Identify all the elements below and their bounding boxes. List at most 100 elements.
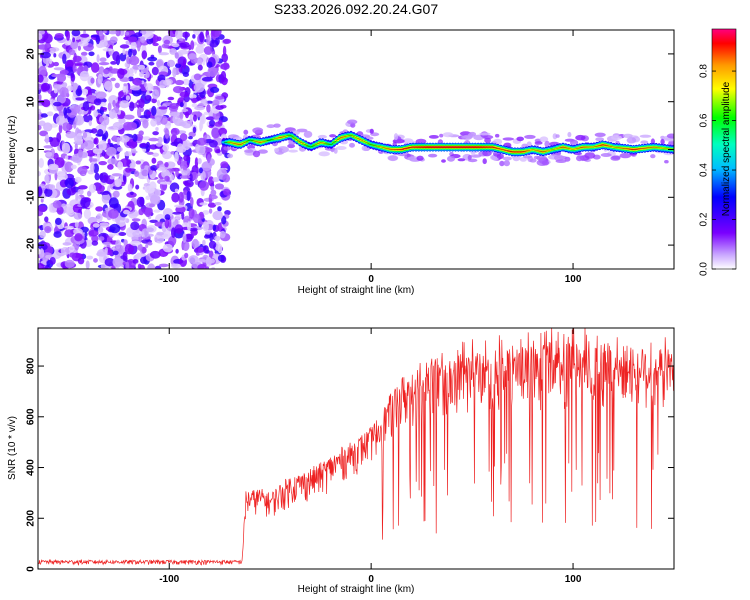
snr-xtick-label: -100 <box>159 574 179 585</box>
noise-speckle <box>174 151 179 163</box>
noise-speckle <box>222 174 231 183</box>
noise-speckle <box>73 120 77 129</box>
colorbar-ticks: 0.0 0.2 0.4 0.6 0.8 <box>699 64 736 276</box>
noise-speckle <box>146 30 155 33</box>
noise-speckle <box>136 252 142 260</box>
noise-speckle <box>108 95 118 105</box>
noise-speckle <box>112 51 120 62</box>
ridge-halo-speckle <box>619 152 632 159</box>
spectrogram-xlabel: Height of straight line (km) <box>298 285 415 296</box>
snr-series-line <box>38 328 674 566</box>
ridge-halo-speckle <box>622 133 633 138</box>
noise-speckle <box>179 133 188 142</box>
noise-speckle <box>189 173 193 181</box>
ridge-halo-speckle <box>335 146 347 150</box>
colorbar-tick-label: 0.0 <box>699 262 710 276</box>
noise-speckle <box>151 105 157 116</box>
noise-speckle <box>139 71 144 78</box>
ridge-halo-speckle <box>495 133 500 138</box>
noise-speckle <box>75 191 79 201</box>
noise-speckle <box>182 72 189 77</box>
noise-speckle <box>192 34 196 39</box>
snr-xtick-label: 0 <box>368 574 374 585</box>
noise-speckle <box>88 229 99 237</box>
noise-speckle <box>38 124 42 131</box>
noise-speckle <box>114 178 122 188</box>
noise-speckle <box>175 205 186 214</box>
noise-speckle <box>175 30 183 40</box>
noise-speckle <box>209 258 216 264</box>
ridge-cell <box>334 139 340 142</box>
noise-speckle <box>114 82 120 89</box>
noise-speckle <box>97 73 103 85</box>
noise-speckle <box>194 179 199 186</box>
noise-speckle <box>107 102 112 112</box>
ridge-cell <box>351 135 357 138</box>
noise-speckle <box>179 91 189 98</box>
noise-speckle <box>191 97 198 104</box>
noise-speckle <box>181 31 190 38</box>
ridge-halo-speckle <box>287 143 295 149</box>
noise-speckle <box>88 120 93 126</box>
noise-speckle <box>90 162 95 173</box>
noise-speckle <box>122 85 127 93</box>
colorbar-tick-label: 0.4 <box>699 163 710 177</box>
noise-speckle <box>99 222 110 228</box>
noise-speckle <box>103 115 110 126</box>
noise-speckle <box>202 221 209 232</box>
noise-speckle <box>217 243 223 254</box>
noise-speckle <box>185 111 189 119</box>
ridge-halo-speckle <box>252 127 264 134</box>
noise-speckle <box>125 167 132 173</box>
noise-speckle <box>111 173 122 177</box>
noise-speckle <box>44 134 50 144</box>
ridge-cell <box>303 144 309 146</box>
noise-speckle <box>151 66 159 76</box>
noise-speckle <box>82 101 90 112</box>
ridge-halo-speckle <box>447 155 455 162</box>
noise-speckle <box>39 230 46 239</box>
noise-speckle <box>156 99 161 107</box>
noise-speckle <box>145 71 150 78</box>
noise-speckle <box>122 251 128 261</box>
ridge-halo-speckle <box>442 132 454 138</box>
spectrogram-ytick-label: -10 <box>26 190 37 205</box>
ridge-halo-speckle <box>529 158 537 163</box>
noise-speckle <box>179 175 191 179</box>
noise-speckle <box>154 232 165 244</box>
noise-speckle <box>124 31 130 36</box>
ridge-halo-speckle <box>544 140 550 148</box>
snr-ticks: -100 0 100 0 200 400 600 800 <box>26 328 674 585</box>
noise-speckle <box>53 61 59 67</box>
noise-speckle <box>152 152 160 157</box>
noise-speckle <box>80 51 88 56</box>
noise-speckle <box>172 221 177 226</box>
ridge-halo-speckle <box>441 159 446 163</box>
noise-speckle <box>84 231 88 237</box>
ridge-halo-speckle <box>273 123 281 128</box>
ridge-halo-speckle <box>402 138 414 145</box>
noise-speckle <box>175 248 179 254</box>
noise-speckle <box>205 266 210 269</box>
noise-speckle <box>196 43 206 48</box>
noise-speckle <box>184 182 192 186</box>
noise-speckle <box>128 73 134 77</box>
noise-speckle <box>139 106 144 112</box>
noise-speckle <box>132 133 138 142</box>
noise-speckle <box>101 192 111 204</box>
noise-speckle <box>181 170 188 176</box>
noise-speckle <box>171 227 176 239</box>
ridge-halo-speckle <box>439 133 444 138</box>
noise-speckle <box>156 231 164 236</box>
noise-speckle <box>141 228 150 238</box>
noise-speckle <box>210 189 217 196</box>
noise-speckle <box>40 51 51 59</box>
noise-speckle <box>148 203 156 208</box>
noise-speckle <box>207 66 218 78</box>
ridge-cell <box>292 137 297 139</box>
noise-speckle <box>144 95 152 102</box>
noise-speckle <box>152 42 159 47</box>
noise-speckle <box>196 144 206 156</box>
ridge-halo-speckle <box>347 119 358 125</box>
noise-speckle <box>158 263 169 268</box>
